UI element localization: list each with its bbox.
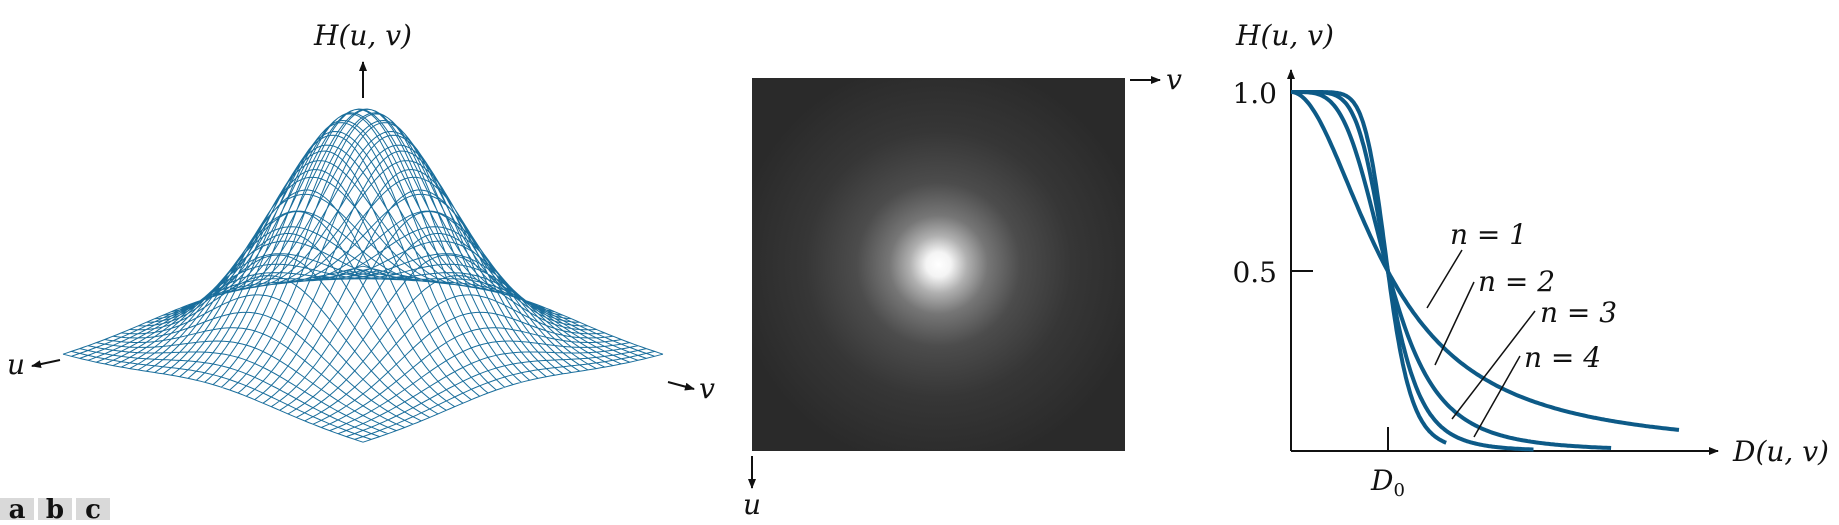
panel-tag-c: c (76, 497, 110, 523)
y-tick-label-2: 0.5 (1232, 256, 1277, 289)
surface-z-label: H(u, v) (313, 19, 412, 52)
y-axis-label: H(u, v) (1235, 19, 1334, 52)
u-axis-arrow (31, 359, 61, 369)
surface-u-label: u (7, 348, 25, 381)
leader-n4 (1473, 355, 1521, 438)
curve-n2 (1291, 90, 1612, 450)
surface-mesh (62, 108, 664, 443)
x-axis-label: D(u, v) (1732, 435, 1829, 468)
mesh-lines (62, 108, 664, 443)
series-labels: n = 1 n = 2 n = 3 n = 4 (1450, 218, 1617, 374)
x-tick-label-d0: D0 (1370, 464, 1405, 501)
series-label-n4: n = 4 (1524, 341, 1601, 374)
surface-panel: H(u, v) u v (7, 19, 715, 443)
y-tick-label-1: 1.0 (1232, 77, 1277, 110)
leader-n1 (1426, 249, 1463, 309)
surface-v-label: v (699, 372, 715, 405)
panel-tag-a: a (0, 497, 34, 523)
curve-n1 (1290, 90, 1680, 432)
curve-n4 (1291, 90, 1447, 445)
image-panel: v u (743, 63, 1182, 520)
v-axis-arrow (667, 381, 695, 391)
series-label-n2: n = 2 (1478, 265, 1555, 298)
curve-group (1290, 90, 1680, 452)
leader-n3 (1451, 310, 1536, 420)
profile-chart: H(u, v) D(u, v) 1.0 0.5 D0 n = 1 n = 2 n… (1232, 19, 1828, 501)
series-label-n1: n = 1 (1450, 218, 1527, 251)
image-u-label: u (743, 488, 761, 520)
series-label-n3: n = 3 (1540, 296, 1617, 329)
image-v-label: v (1166, 63, 1182, 96)
panel-tag-b: b (38, 497, 72, 523)
filter-image (752, 78, 1125, 451)
series-leaders (1426, 249, 1536, 438)
leader-n2 (1434, 281, 1475, 366)
